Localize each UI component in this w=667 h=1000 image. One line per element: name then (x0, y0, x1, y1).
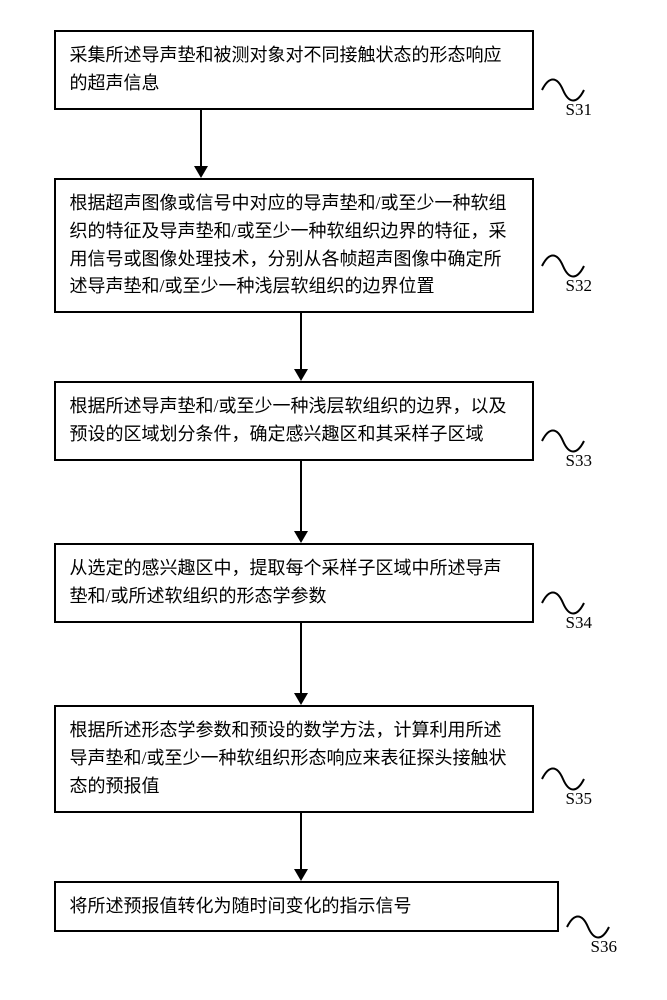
flow-step-s36: 将所述预报值转化为随时间变化的指示信号S36 (54, 881, 614, 933)
step-box: 将所述预报值转化为随时间变化的指示信号 (54, 881, 559, 933)
arrow-down-icon (54, 110, 614, 178)
flow-step-s35: 根据所述形态学参数和预设的数学方法，计算利用所述导声垫和/或至少一种软组织形态响… (54, 705, 614, 813)
step-label: S35 (566, 789, 592, 809)
arrow-down-icon (54, 461, 614, 543)
flowchart: 采集所述导声垫和被测对象对不同接触状态的形态响应的超声信息S31根据超声图像或信… (54, 30, 614, 932)
step-box: 根据所述导声垫和/或至少一种浅层软组织的边界，以及预设的区域划分条件，确定感兴趣… (54, 381, 534, 461)
flow-step-s34: 从选定的感兴趣区中，提取每个采样子区域中所述导声垫和/或所述软组织的形态学参数S… (54, 543, 614, 623)
step-label: S36 (591, 937, 617, 957)
step-box: 从选定的感兴趣区中，提取每个采样子区域中所述导声垫和/或所述软组织的形态学参数 (54, 543, 534, 623)
arrow-down-icon (54, 313, 614, 381)
step-box: 根据超声图像或信号中对应的导声垫和/或至少一种软组织的特征及导声垫和/或至少一种… (54, 178, 534, 314)
flow-step-s31: 采集所述导声垫和被测对象对不同接触状态的形态响应的超声信息S31 (54, 30, 614, 110)
step-label: S33 (566, 451, 592, 471)
step-label: S31 (566, 100, 592, 120)
flow-step-s33: 根据所述导声垫和/或至少一种浅层软组织的边界，以及预设的区域划分条件，确定感兴趣… (54, 381, 614, 461)
step-label: S34 (566, 613, 592, 633)
step-box: 采集所述导声垫和被测对象对不同接触状态的形态响应的超声信息 (54, 30, 534, 110)
arrow-down-icon (54, 813, 614, 881)
arrow-down-icon (54, 623, 614, 705)
flow-step-s32: 根据超声图像或信号中对应的导声垫和/或至少一种软组织的特征及导声垫和/或至少一种… (54, 178, 614, 314)
step-box: 根据所述形态学参数和预设的数学方法，计算利用所述导声垫和/或至少一种软组织形态响… (54, 705, 534, 813)
step-label: S32 (566, 276, 592, 296)
